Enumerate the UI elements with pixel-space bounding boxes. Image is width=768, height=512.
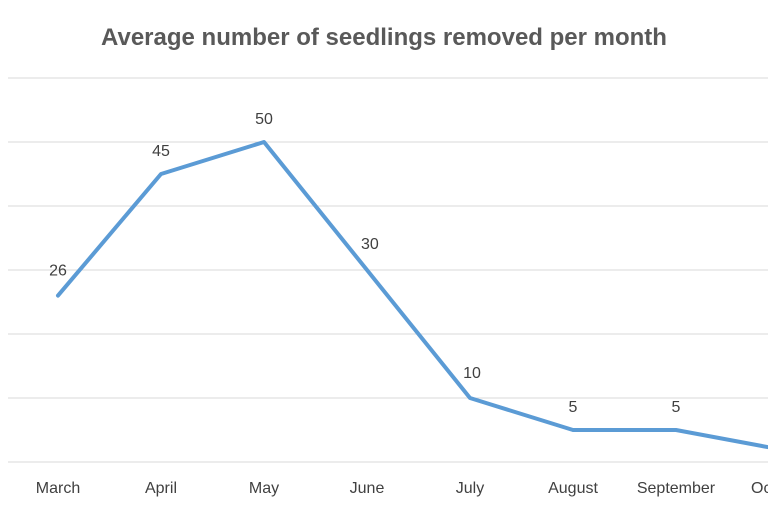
data-label: 5 <box>672 399 681 416</box>
gridlines <box>8 77 768 463</box>
chart-title: Average number of seedlings removed per … <box>101 24 667 51</box>
data-labels: 26 45 50 30 10 5 5 <box>49 111 680 416</box>
category-label: April <box>145 480 177 497</box>
category-label: Oc <box>751 480 768 497</box>
series-line <box>56 140 768 450</box>
data-label: 30 <box>361 236 379 253</box>
category-label: March <box>36 480 80 497</box>
data-label: 5 <box>569 399 578 416</box>
category-label: May <box>249 480 279 497</box>
data-label: 10 <box>463 365 481 382</box>
data-label: 45 <box>152 143 170 160</box>
category-label: September <box>637 480 716 497</box>
category-label: August <box>548 480 598 497</box>
data-label: 26 <box>49 263 67 280</box>
category-label: June <box>350 480 385 497</box>
data-label: 50 <box>255 111 273 128</box>
category-label: July <box>456 480 484 497</box>
category-axis-labels: March April May June July August September Oc <box>36 480 768 497</box>
series-group <box>56 140 768 450</box>
